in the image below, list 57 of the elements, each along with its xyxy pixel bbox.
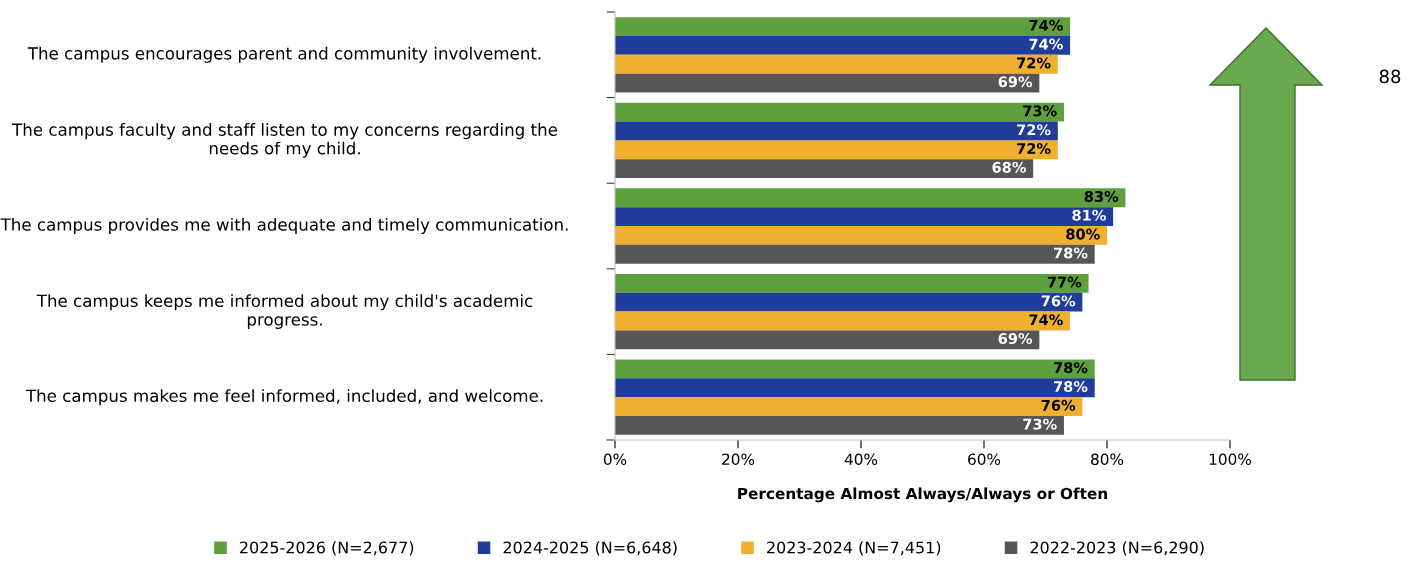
x-tick-label: 60% — [968, 453, 1001, 466]
bar — [615, 73, 1040, 93]
x-tick-label: 20% — [722, 453, 755, 466]
data-label: 80% — [1066, 228, 1100, 240]
y-tick-label: The campus encourages parent and community involvement. — [27, 46, 541, 63]
bar — [615, 330, 1040, 350]
bar — [615, 416, 1064, 435]
bar — [615, 359, 1095, 379]
bar — [615, 207, 1114, 226]
bar — [615, 397, 1083, 417]
bar — [615, 140, 1058, 160]
data-label: 81% — [1072, 209, 1106, 221]
data-label: 72% — [1017, 57, 1051, 69]
x-axis-title: Percentage Almost Always/Always or Often — [738, 487, 1107, 503]
bar — [615, 159, 1034, 179]
data-label: 76% — [1041, 399, 1076, 411]
bar — [615, 188, 1126, 208]
x-tick-label: 0% — [603, 453, 627, 466]
bar — [615, 35, 1071, 55]
y-tick-label: The campus faculty and staff listen to my concerns regarding the needs of my child. — [12, 123, 558, 158]
legend-label: 2024-2025 (N=6,648) — [503, 541, 677, 556]
bar — [615, 292, 1083, 312]
data-label: 73% — [1023, 418, 1057, 430]
data-label: 68% — [992, 161, 1026, 173]
y-tick-label: The campus keeps me informed about my child's academic progress. — [36, 294, 533, 329]
data-label: 72% — [1017, 143, 1051, 155]
y-tick-label: The campus provides me with adequate and timely communication. — [0, 217, 568, 235]
x-tick-label: 100% — [1209, 453, 1251, 466]
data-label: 74% — [1029, 19, 1063, 31]
x-tick-label: 80% — [1091, 453, 1124, 466]
bar — [615, 273, 1089, 293]
data-label: 69% — [998, 333, 1033, 345]
data-label: 78% — [1054, 362, 1088, 374]
bar — [615, 54, 1058, 74]
data-label: 76% — [1041, 295, 1076, 307]
data-label: 78% — [1054, 380, 1088, 393]
bar — [615, 17, 1071, 36]
x-tick-label: 40% — [844, 453, 878, 466]
data-label: 73% — [1023, 105, 1057, 117]
data-label: 74% — [1029, 38, 1063, 50]
data-label: 77% — [1047, 276, 1082, 288]
text: 88 — [1379, 69, 1401, 84]
bar — [615, 378, 1095, 398]
data-label: 74% — [1029, 314, 1063, 326]
legend-label: 2023-2024 (N=7,451) — [767, 541, 941, 556]
legend-label: 2025-2026 (N=2,677) — [240, 541, 414, 556]
y-tick-label: The campus makes me feel informed, included, and welcome. — [25, 389, 543, 406]
bar — [615, 226, 1107, 245]
legend-label: 2022-2023 (N=6,290) — [1030, 541, 1204, 556]
data-label: 69% — [998, 76, 1033, 88]
bar — [615, 121, 1058, 141]
bar — [615, 102, 1064, 122]
data-label: 72% — [1017, 124, 1051, 136]
bar — [615, 244, 1095, 264]
bar — [615, 311, 1071, 331]
data-label: 78% — [1054, 247, 1088, 259]
data-label: 83% — [1084, 190, 1119, 202]
